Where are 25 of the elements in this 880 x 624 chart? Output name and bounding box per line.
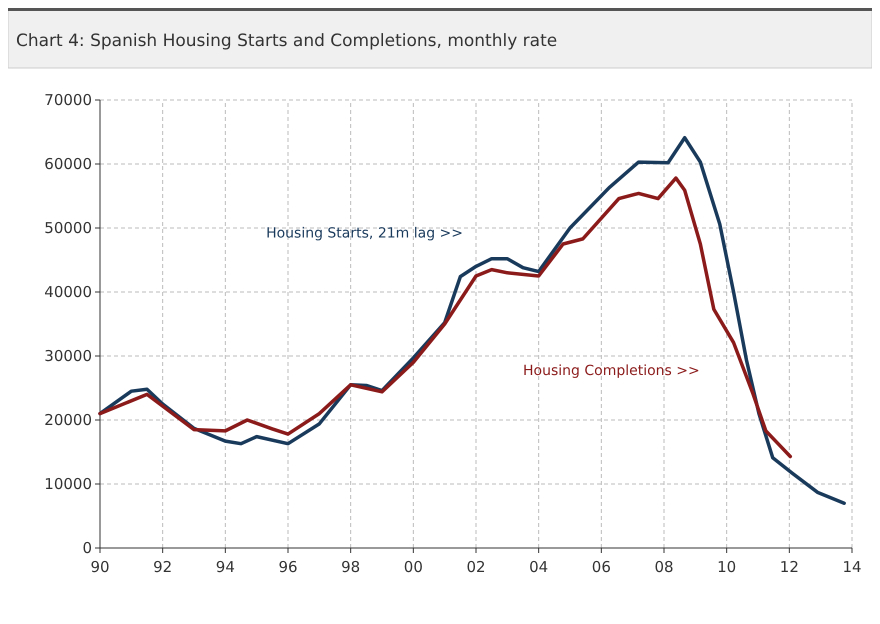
- x-tick-label: 90: [90, 558, 110, 576]
- x-tick-label: 04: [529, 558, 548, 576]
- chart-title: Chart 4: Spanish Housing Starts and Completions, monthly rate: [16, 31, 558, 51]
- y-tick-label: 0: [82, 539, 92, 557]
- x-tick-label: 92: [153, 558, 172, 576]
- x-tick-label: 12: [780, 558, 799, 576]
- x-tick-label: 06: [592, 558, 611, 576]
- y-tick-label: 30000: [44, 347, 92, 365]
- x-tick-label: 94: [216, 558, 235, 576]
- x-tick-label: 98: [341, 558, 360, 576]
- series-label: Housing Starts, 21m lag >>: [266, 226, 464, 242]
- x-tick-label: 00: [404, 558, 423, 576]
- line-series: [98, 176, 792, 458]
- y-tick-label: 40000: [44, 283, 92, 301]
- y-tick-label: 10000: [44, 475, 92, 493]
- y-tick-label: 70000: [44, 91, 92, 109]
- x-tick-label: 10: [717, 558, 736, 576]
- x-tick-label: 02: [466, 558, 486, 576]
- text: Housing Completions >>: [523, 363, 700, 380]
- x-tick-label: 14: [842, 558, 862, 576]
- x-tick-label: 96: [278, 558, 298, 576]
- y-tick-label: 50000: [44, 219, 92, 237]
- x-tick-label: 08: [654, 558, 674, 576]
- y-tick-label: 20000: [44, 411, 92, 429]
- y-tick-label: 60000: [44, 155, 92, 173]
